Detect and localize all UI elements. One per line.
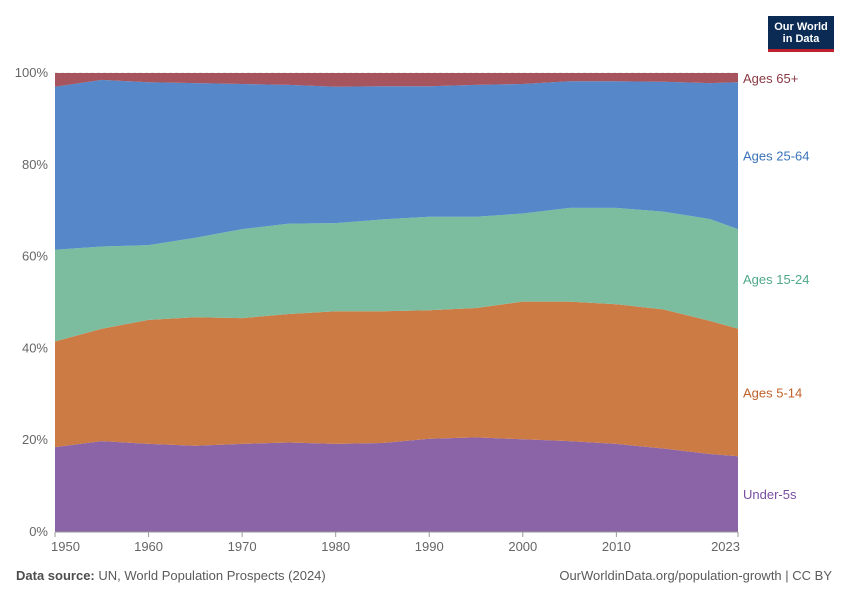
logo-line-1: Our World bbox=[774, 21, 828, 33]
x-tick-label: 2010 bbox=[602, 539, 631, 554]
x-tick-label: 2023 bbox=[711, 539, 740, 554]
legend-under-5s[interactable]: Under-5s bbox=[743, 487, 797, 502]
x-tick-label: 1970 bbox=[228, 539, 257, 554]
legend-ages-15-24[interactable]: Ages 15-24 bbox=[743, 272, 810, 287]
logo-line-2: in Data bbox=[782, 33, 820, 45]
y-tick-label: 100% bbox=[15, 65, 49, 80]
legend-ages-65[interactable]: Ages 65+ bbox=[743, 71, 798, 86]
area-ages-5-14[interactable] bbox=[55, 301, 738, 457]
x-tick-label: 1950 bbox=[51, 539, 80, 554]
legend-ages-5-14[interactable]: Ages 5-14 bbox=[743, 385, 802, 400]
x-tick-label: 1990 bbox=[415, 539, 444, 554]
x-axis: 1950 1960 1970 1980 1990 2000 2010 2023 bbox=[51, 531, 740, 554]
data-source: Data source: UN, World Population Prospe… bbox=[16, 568, 326, 583]
y-axis: 0% 20% 40% 60% 80% 100% bbox=[15, 65, 49, 539]
x-tick-label: 1980 bbox=[321, 539, 350, 554]
legend: Under-5s Ages 5-14 Ages 15-24 Ages 25-64 Age… bbox=[743, 71, 810, 502]
legend-ages-25-64[interactable]: Ages 25-64 bbox=[743, 149, 810, 164]
y-tick-label: 20% bbox=[22, 432, 48, 447]
y-tick-label: 60% bbox=[22, 249, 48, 264]
area-ages-25-64[interactable] bbox=[55, 79, 738, 250]
stacked-area-chart: 0% 20% 40% 60% 80% 100% 1950 1960 1970 1980 1990 2… bbox=[15, 65, 810, 554]
data-source-label: Data source: bbox=[16, 568, 95, 583]
area-under-5s[interactable] bbox=[55, 437, 738, 532]
area-ages-65[interactable] bbox=[55, 73, 738, 87]
x-tick-label: 2000 bbox=[508, 539, 537, 554]
source-link[interactable]: OurWorldinData.org/population-growth | C… bbox=[559, 568, 832, 583]
area-ages-15-24[interactable] bbox=[55, 207, 738, 342]
y-tick-label: 0% bbox=[29, 524, 48, 539]
owid-logo[interactable]: Our World in Data bbox=[768, 16, 834, 52]
data-source-text: UN, World Population Prospects (2024) bbox=[98, 568, 326, 583]
x-tick-label: 1960 bbox=[134, 539, 163, 554]
y-tick-label: 80% bbox=[22, 157, 48, 172]
y-tick-label: 40% bbox=[22, 340, 48, 355]
areas bbox=[55, 73, 738, 532]
